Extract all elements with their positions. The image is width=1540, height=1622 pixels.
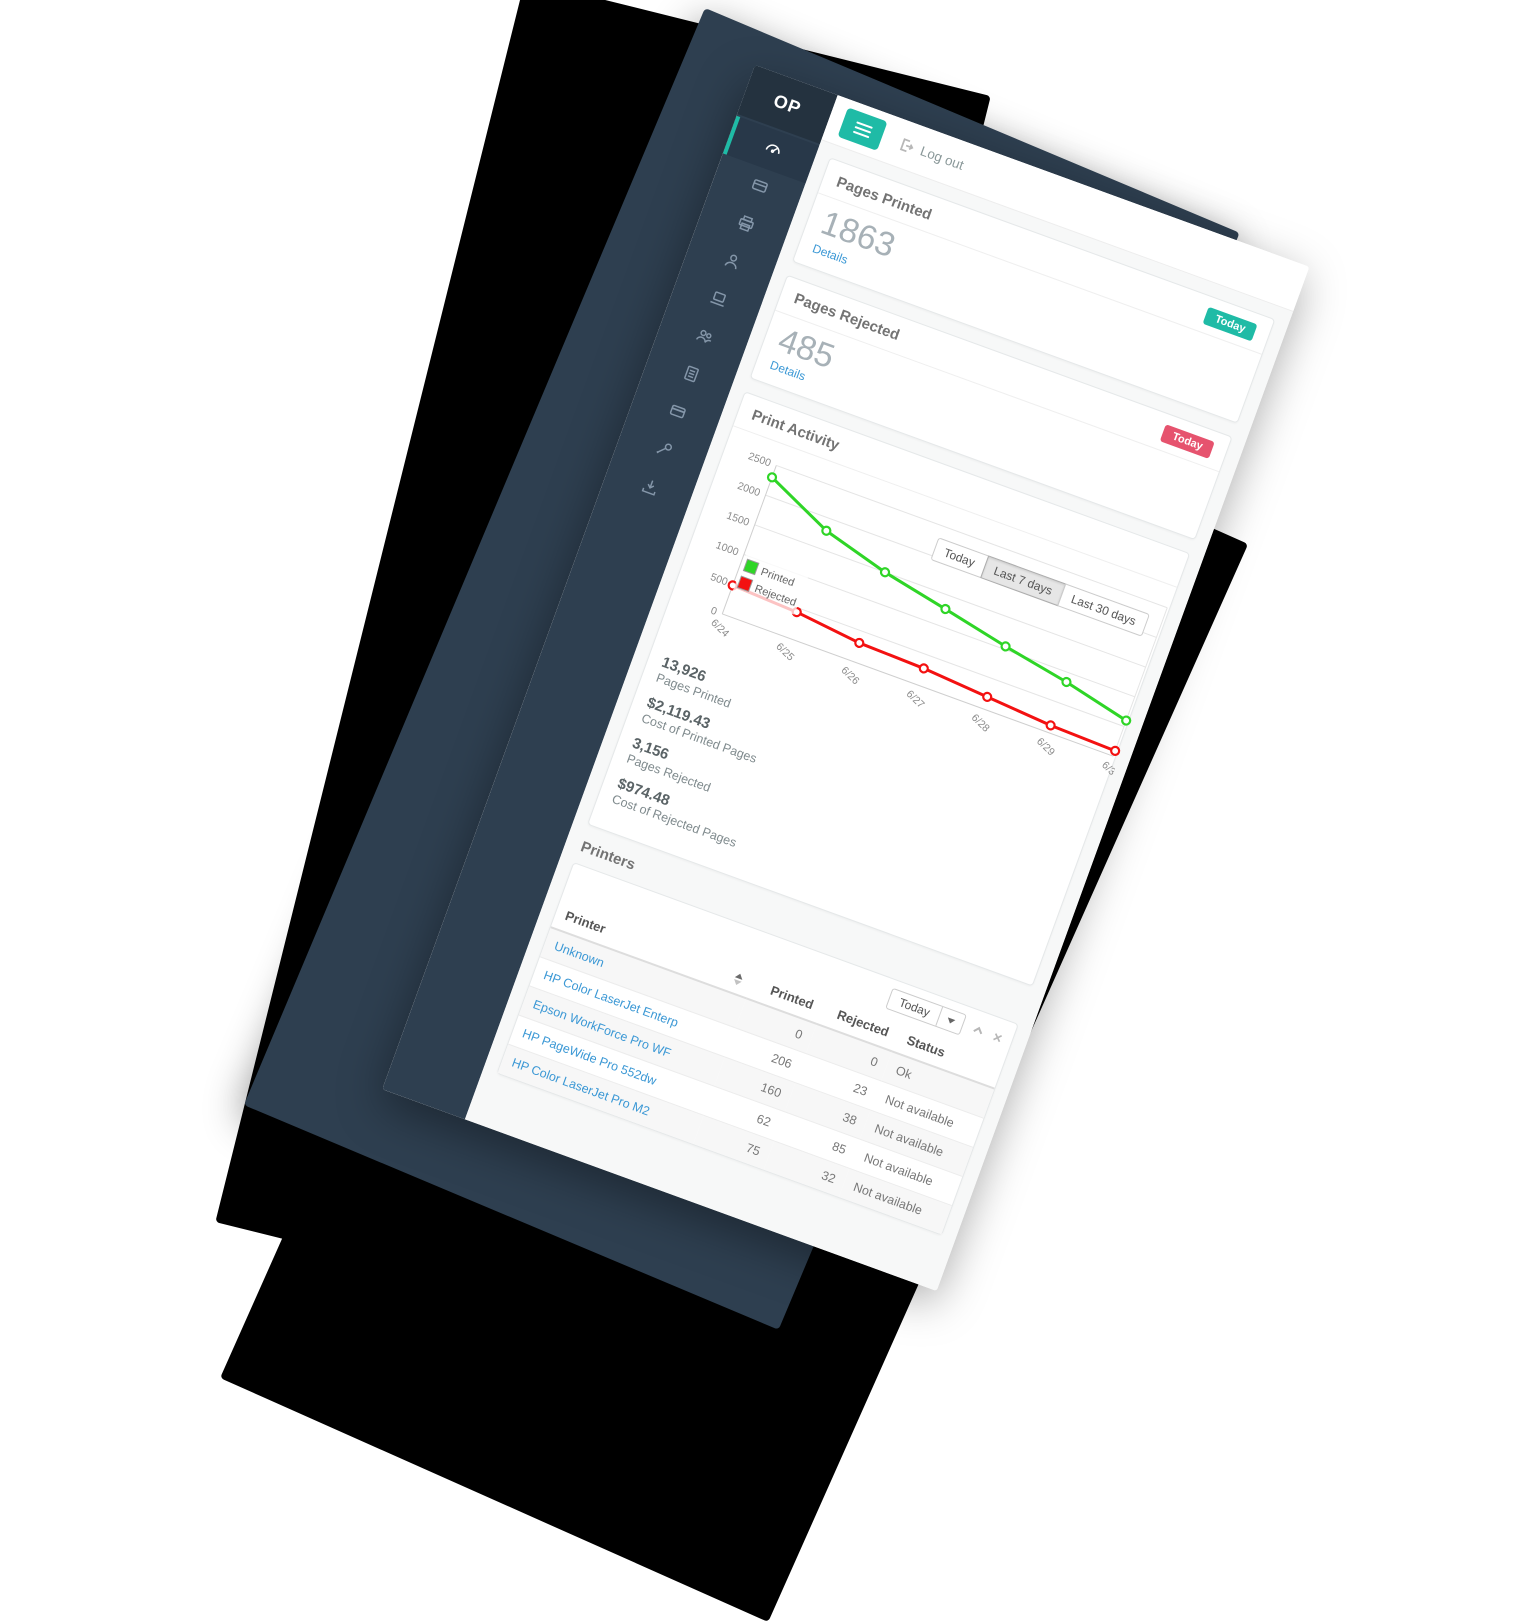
svg-text:0: 0 (709, 605, 719, 618)
devices-icon (706, 287, 731, 315)
users-icon (692, 324, 717, 352)
billing-icon (665, 399, 690, 427)
svg-text:2000: 2000 (736, 480, 762, 499)
collapse-panel-icon[interactable] (971, 1023, 986, 1038)
svg-text:6/24: 6/24 (708, 617, 731, 640)
scene: OP Log out (0, 0, 1540, 1280)
svg-text:500: 500 (709, 571, 730, 588)
svg-text:1500: 1500 (725, 510, 751, 529)
user-icon (719, 249, 744, 277)
dashboard-icon (761, 136, 786, 164)
svg-text:6/26: 6/26 (838, 665, 861, 688)
reports-icon (678, 362, 703, 390)
svg-text:2500: 2500 (746, 451, 772, 470)
svg-text:6/29: 6/29 (1034, 736, 1057, 759)
svg-text:6/27: 6/27 (904, 688, 927, 711)
tools-icon (651, 437, 676, 465)
logout-icon (896, 135, 917, 156)
sort-icon[interactable] (732, 973, 744, 987)
print-jobs-icon (747, 174, 772, 202)
close-panel-icon[interactable]: × (991, 1029, 1004, 1046)
svg-text:6/30: 6/30 (1099, 760, 1122, 783)
svg-text:6/28: 6/28 (969, 712, 992, 735)
logout-label: Log out (918, 143, 965, 173)
svg-text:1000: 1000 (714, 540, 740, 559)
logout-link[interactable]: Log out (896, 135, 965, 173)
downloads-icon (637, 475, 662, 503)
sidebar-toggle-button[interactable] (838, 107, 888, 150)
caret-down-icon[interactable] (935, 1007, 965, 1034)
printers-icon (733, 212, 758, 240)
svg-text:6/25: 6/25 (773, 641, 796, 664)
